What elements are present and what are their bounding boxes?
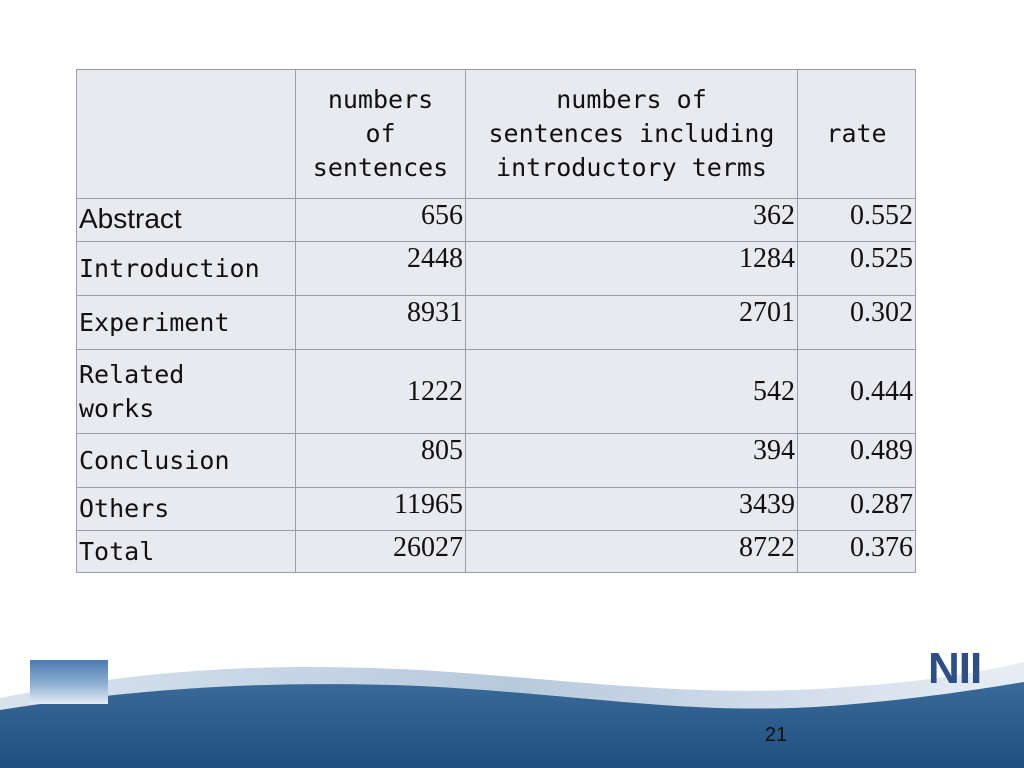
row-label-total: Total [76, 530, 296, 573]
cell-introductory: 3439 [465, 487, 798, 531]
cell-introductory: 1284 [465, 241, 798, 296]
table-row: Abstract 656 362 0.552 [76, 198, 916, 242]
cell-rate: 0.552 [797, 198, 916, 242]
header-rate: rate [797, 69, 916, 199]
cell-introductory: 2701 [465, 295, 798, 350]
cell-rate: 0.302 [797, 295, 916, 350]
row-label-experiment: Experiment [76, 295, 296, 350]
header-line: sentences including [488, 119, 775, 148]
table-row: Related works 1222 542 0.444 [76, 349, 916, 434]
cell-rate: 0.376 [797, 530, 916, 573]
header-line: introductory terms [496, 153, 767, 182]
header-empty-cell [76, 69, 296, 199]
footer-wave [0, 662, 1024, 768]
row-label-related-works: Related works [76, 349, 296, 434]
table-row: Others 11965 3439 0.287 [76, 487, 916, 531]
row-label-abstract: Abstract [76, 198, 296, 242]
row-label-conclusion: Conclusion [76, 433, 296, 488]
row-label-others: Others [76, 487, 296, 531]
cell-introductory: 362 [465, 198, 798, 242]
table-row: Introduction 2448 1284 0.525 [76, 241, 916, 296]
cell-rate: 0.287 [797, 487, 916, 531]
header-introductory-sentences: numbers of sentences including introduct… [465, 69, 798, 199]
cell-sentences: 8931 [295, 295, 466, 350]
cell-rate: 0.489 [797, 433, 916, 488]
logo-mark-icon [30, 660, 108, 704]
row-label-line: works [79, 393, 155, 423]
data-table: numbers of sentences numbers of sentence… [76, 69, 916, 573]
header-numbers-of-sentences: numbers of sentences [295, 69, 466, 199]
nii-logo-text: NII [928, 644, 982, 693]
page-number: 21 [764, 724, 788, 746]
header-line: numbers of [556, 85, 707, 114]
footer-wave-dark [0, 682, 1024, 768]
cell-introductory: 542 [465, 349, 798, 434]
cell-sentences: 656 [295, 198, 466, 242]
cell-sentences: 1222 [295, 349, 466, 434]
table-row: Total 26027 8722 0.376 [76, 530, 916, 573]
header-line: of [365, 119, 396, 148]
cell-introductory: 394 [465, 433, 798, 488]
cell-sentences: 805 [295, 433, 466, 488]
table-header-row: numbers of sentences numbers of sentence… [76, 69, 916, 199]
header-line: numbers [327, 85, 434, 114]
cell-rate: 0.525 [797, 241, 916, 296]
header-line: sentences [312, 153, 449, 182]
cell-sentences: 2448 [295, 241, 466, 296]
table-row: Experiment 8931 2701 0.302 [76, 295, 916, 350]
cell-sentences: 26027 [295, 530, 466, 573]
cell-rate: 0.444 [797, 349, 916, 434]
cell-introductory: 8722 [465, 530, 798, 573]
row-label-introduction: Introduction [76, 241, 296, 296]
row-label-line: Related [79, 359, 185, 389]
table-row: Conclusion 805 394 0.489 [76, 433, 916, 488]
cell-sentences: 11965 [295, 487, 466, 531]
